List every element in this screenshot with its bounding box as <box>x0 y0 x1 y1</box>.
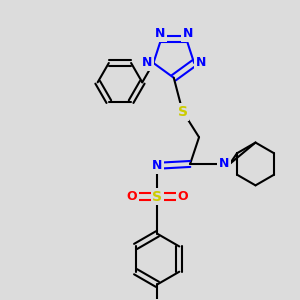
Text: N: N <box>142 56 152 70</box>
Text: S: S <box>152 190 162 204</box>
Text: N: N <box>154 27 165 40</box>
Text: N: N <box>183 27 193 40</box>
Text: O: O <box>127 190 137 203</box>
Text: N: N <box>152 159 163 172</box>
Text: S: S <box>178 105 188 119</box>
Text: O: O <box>177 190 188 203</box>
Text: N: N <box>196 56 206 70</box>
Text: N: N <box>219 158 230 170</box>
